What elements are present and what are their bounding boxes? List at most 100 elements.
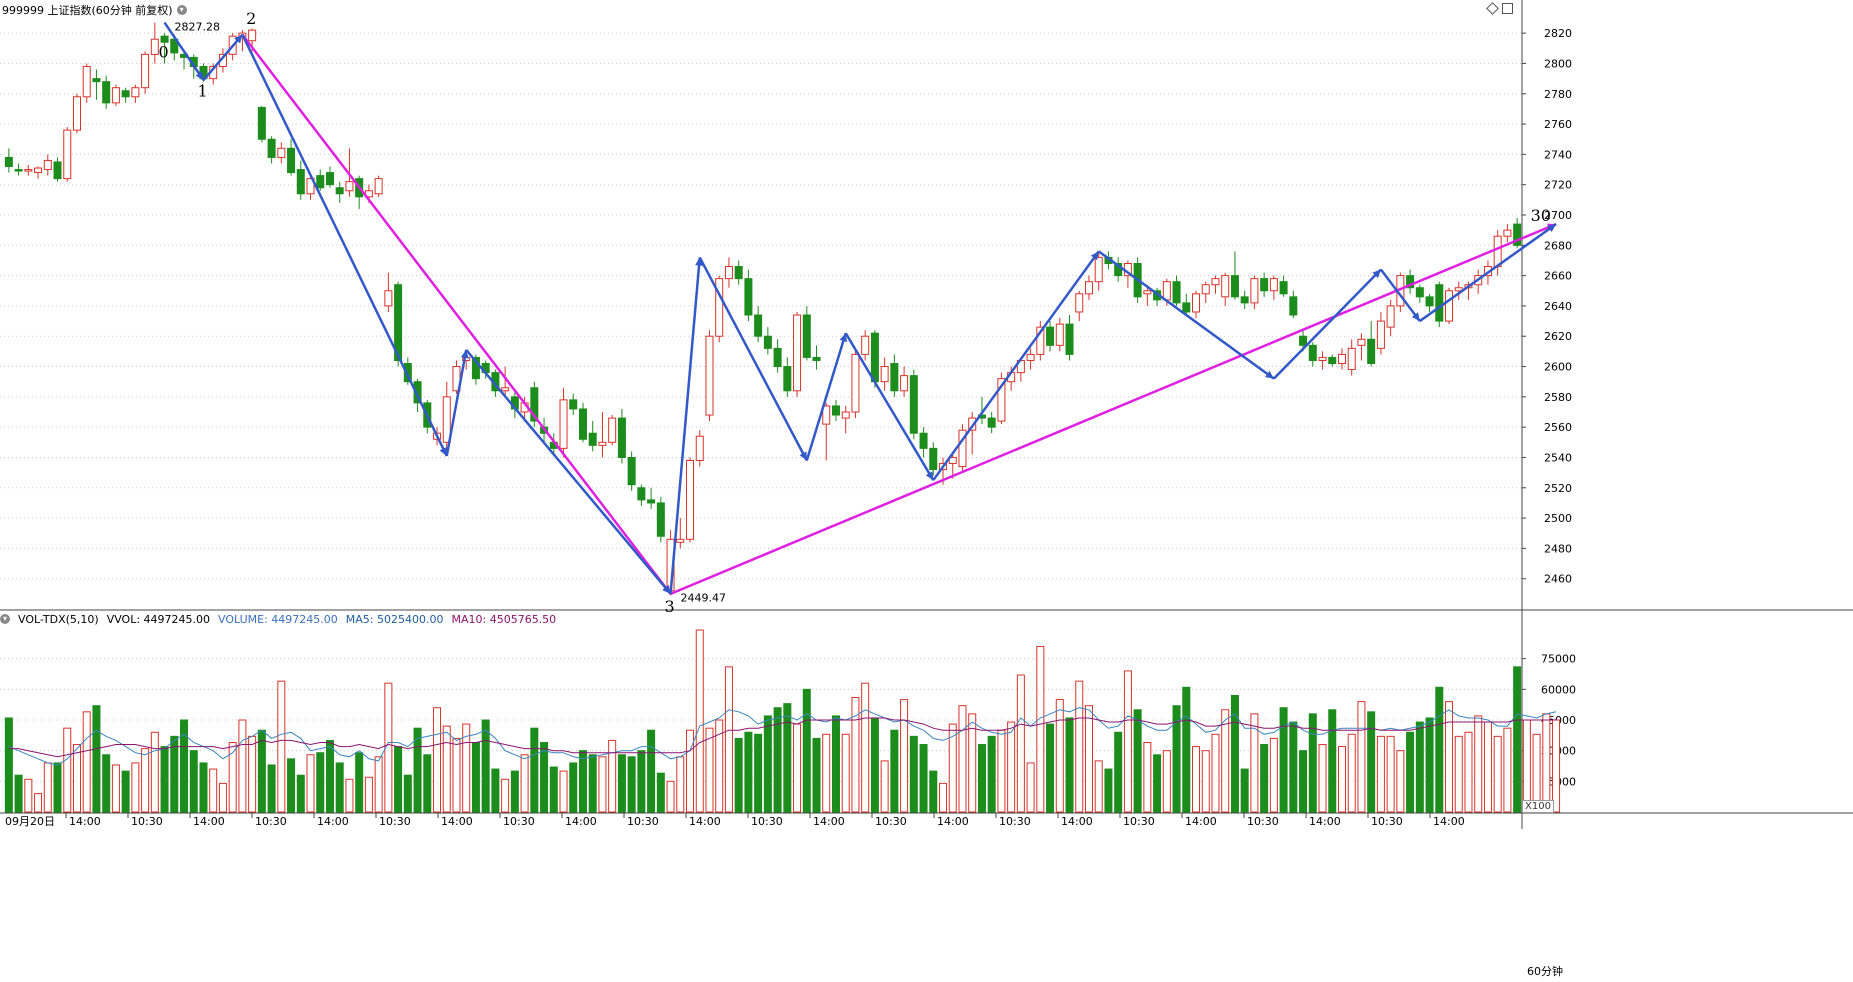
volume-bar (63, 727, 72, 813)
price-tick-label: 2580 (1544, 391, 1572, 404)
period-label[interactable]: 60分钟 (1527, 963, 1563, 979)
ma10-value: MA10: 4505765.50 (451, 612, 557, 626)
volume-bar (1503, 727, 1512, 813)
blue-wave-arrowhead (1372, 269, 1381, 279)
volume-bar (355, 752, 364, 813)
volume-bar (413, 727, 422, 813)
candle-body (1143, 290, 1152, 295)
panel-toggle-icon[interactable] (1502, 3, 1513, 14)
candle-body (841, 411, 850, 419)
volume-bar (189, 750, 198, 813)
chevron-down-icon[interactable]: ▾ (176, 4, 187, 15)
volume-bar (1055, 699, 1064, 813)
candle-body (82, 65, 91, 98)
blue-wave-segment (844, 332, 935, 481)
volume-bar (170, 735, 179, 813)
candle-body (345, 181, 354, 192)
blue-wave-arrowhead (1547, 224, 1557, 232)
candle-body (793, 314, 802, 392)
chart-header: 999999 上证指数(60分钟 前复权) ▾ (0, 1, 187, 18)
candle-body (569, 399, 578, 410)
volume-bar (481, 719, 490, 813)
time-tick-label: 10:30 (503, 815, 535, 828)
candle-body (1250, 278, 1259, 304)
blue-wave-segment (241, 34, 448, 457)
volume-bar (403, 774, 412, 813)
volume-bar (248, 735, 257, 813)
blue-wave-arrowhead (925, 471, 934, 481)
volume-bar (1425, 717, 1434, 813)
volume-bar (948, 723, 957, 813)
volume-bar (335, 762, 344, 813)
volume-bar (228, 741, 237, 813)
volume-scale-label: X100 (1522, 800, 1554, 813)
candle-body (121, 90, 130, 98)
volume-bar (345, 778, 354, 813)
time-tick-label: 10:30 (751, 815, 783, 828)
volume-bar (598, 756, 607, 813)
candle-body (1065, 323, 1074, 355)
blue-wave-arrowhead (1411, 312, 1420, 322)
blue-wave-segment (1097, 250, 1275, 380)
diamond-tool-icon[interactable] (1486, 2, 1499, 15)
candle-body (1279, 281, 1288, 295)
time-axis: 09月20日 14:00 10:30 14:00 10:30 14:00 10:30 14:0… (0, 812, 1853, 828)
volume-bar (1104, 768, 1113, 813)
volume-bar (102, 754, 111, 813)
time-tick-label: 14:00 (69, 815, 101, 828)
candle-body (374, 178, 383, 195)
volume-bar (1406, 731, 1415, 813)
candle-body (578, 408, 587, 440)
volume-bar (831, 715, 840, 813)
blue-wave-segment (805, 332, 847, 461)
candle-body (929, 447, 938, 471)
candle-body (627, 456, 636, 486)
volume-bar (1483, 721, 1492, 813)
volume-bar (1221, 709, 1230, 813)
candle-body (1367, 338, 1376, 365)
price-tick-label: 2600 (1544, 361, 1572, 374)
volume-bar (1075, 680, 1084, 813)
candle-body (1289, 296, 1298, 316)
candle-body (1026, 353, 1035, 361)
volume-bar (812, 737, 821, 813)
candle-body (968, 417, 977, 431)
candle-body (160, 35, 169, 43)
volume-bar (1318, 744, 1327, 813)
volume-bar (1415, 721, 1424, 813)
volume-bar (1123, 670, 1132, 813)
volume-bar (442, 725, 451, 813)
candle-body (1347, 347, 1356, 371)
price-tick-label: 2760 (1544, 118, 1572, 131)
candle-body (724, 266, 733, 280)
volume-bar (34, 793, 43, 813)
candle-body (1201, 284, 1210, 295)
time-tick-label: 14:00 (317, 815, 349, 828)
top-right-tools (1486, 2, 1513, 15)
volume-bar (306, 754, 315, 813)
candle-body (754, 314, 763, 337)
volume-bar (1552, 719, 1561, 813)
candle-body (248, 29, 257, 42)
candle-body (1425, 296, 1434, 307)
wave-label: 2 (246, 9, 256, 28)
volume-bar (423, 754, 432, 813)
volume-bar (1016, 674, 1025, 813)
chevron-down-icon[interactable]: ▾ (0, 614, 10, 624)
volume-bar (1357, 701, 1366, 813)
volume-bars (4, 629, 1561, 813)
volume-bar (627, 756, 636, 813)
candle-body (1299, 335, 1308, 346)
volume-bar (1240, 768, 1249, 813)
price-grid (0, 0, 1853, 829)
volume-bar (491, 768, 500, 813)
blue-wave-segment (163, 21, 205, 81)
candle-body (1454, 287, 1463, 292)
price-tick-label: 2540 (1544, 451, 1572, 464)
candle-body (1337, 353, 1346, 365)
candle-body (1036, 326, 1045, 355)
candle-body (831, 405, 840, 416)
volume-bar (608, 739, 617, 813)
volume-bar (686, 729, 695, 813)
candle-body (1240, 296, 1249, 304)
